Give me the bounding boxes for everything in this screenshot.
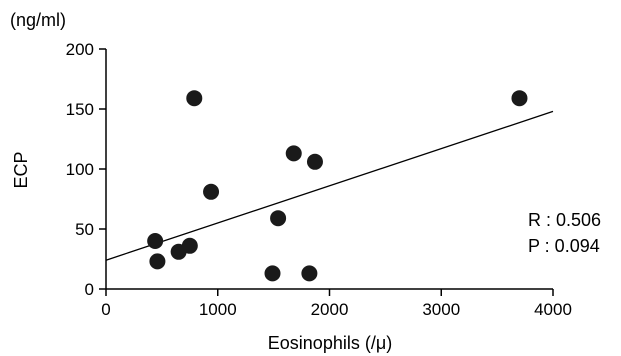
data-point xyxy=(511,90,528,107)
y-tick-label: 50 xyxy=(75,220,94,239)
unit-label: (ng/ml) xyxy=(10,10,66,30)
regression-line xyxy=(105,110,554,261)
x-ticks: 0 1000 2000 3000 4000 xyxy=(101,289,572,319)
data-point xyxy=(270,210,287,227)
data-point xyxy=(264,265,281,282)
data-points xyxy=(147,90,528,282)
data-point xyxy=(149,253,166,270)
r-value-annotation: R : 0.506 xyxy=(528,210,601,230)
data-point xyxy=(186,90,203,107)
p-value-annotation: P : 0.094 xyxy=(528,236,600,256)
data-point xyxy=(147,233,164,249)
y-tick-label: 100 xyxy=(66,160,94,179)
y-axis-label: ECP xyxy=(11,151,31,188)
x-tick-label: 2000 xyxy=(311,300,349,319)
x-axis-label: Eosinophils (/μ) xyxy=(268,333,392,353)
y-tick-label: 150 xyxy=(66,100,94,119)
x-tick-label: 0 xyxy=(101,300,110,319)
data-point xyxy=(203,183,220,200)
x-tick-label: 3000 xyxy=(422,300,460,319)
x-tick-label: 4000 xyxy=(534,300,572,319)
data-point xyxy=(285,145,302,162)
data-point xyxy=(181,237,198,254)
y-tick-label: 200 xyxy=(66,40,94,59)
y-ticks: 0 50 100 150 200 xyxy=(66,40,106,299)
x-tick-label: 1000 xyxy=(199,300,237,319)
data-point xyxy=(301,265,318,282)
y-tick-label: 0 xyxy=(85,280,94,299)
data-point xyxy=(306,153,323,170)
